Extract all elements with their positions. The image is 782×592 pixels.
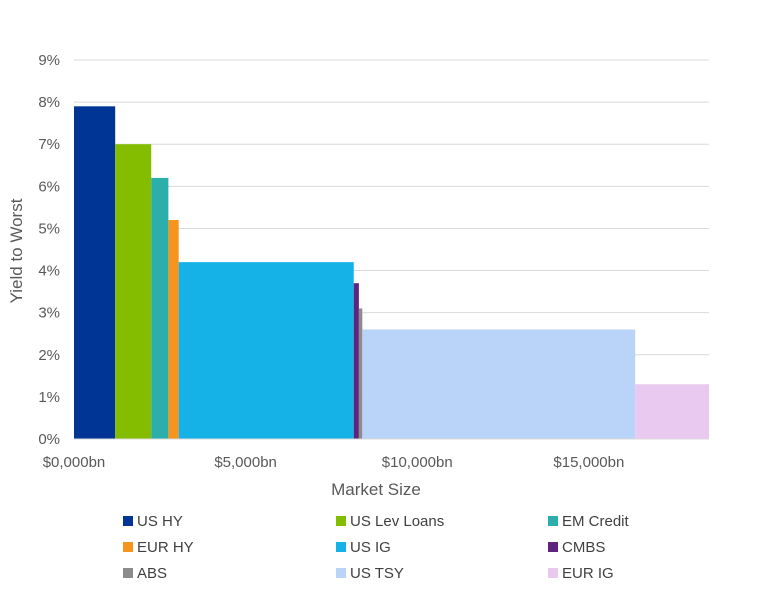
y-tick-label: 3% xyxy=(38,305,60,322)
y-axis-title: Yield to Worst xyxy=(7,198,26,303)
legend-label: EM Credit xyxy=(562,513,630,530)
bar-abs xyxy=(358,308,363,439)
y-tick-label: 8% xyxy=(38,94,60,111)
bar-cmbs xyxy=(353,283,359,439)
y-tick-label: 4% xyxy=(38,263,60,280)
legend-swatch xyxy=(123,516,133,526)
legend-label: US Lev Loans xyxy=(350,513,444,530)
bar-us-tsy xyxy=(362,329,636,439)
legend-swatch xyxy=(123,568,133,578)
legend-label: EUR HY xyxy=(137,539,194,556)
bar-us-ig xyxy=(178,262,354,439)
x-tick-label: $15,000bn xyxy=(553,454,624,471)
bar-eur-ig xyxy=(635,384,709,439)
y-tick-label: 5% xyxy=(38,220,60,237)
bar-em-credit xyxy=(151,177,169,439)
legend-swatch xyxy=(548,568,558,578)
legend-label: US IG xyxy=(350,539,391,556)
legend-label: EUR IG xyxy=(562,565,614,582)
legend-label: US HY xyxy=(137,513,183,530)
legend-label: US TSY xyxy=(350,565,404,582)
bar-us-hy xyxy=(74,106,116,440)
legend-swatch xyxy=(548,542,558,552)
x-tick-label: $5,000bn xyxy=(214,454,277,471)
legend-swatch xyxy=(336,516,346,526)
y-axis-ticks: 0% 1% 2% 3% 4% 5% 6% 7% 8% 9% xyxy=(38,52,60,448)
y-tick-label: 7% xyxy=(38,136,60,153)
legend-label: CMBS xyxy=(562,539,605,556)
x-axis-title: Market Size xyxy=(331,480,421,499)
legend-swatch xyxy=(548,516,558,526)
x-tick-label: $10,000bn xyxy=(382,454,453,471)
legend-label: ABS xyxy=(137,565,167,582)
y-tick-label: 1% xyxy=(38,389,60,406)
y-tick-label: 2% xyxy=(38,347,60,364)
y-tick-label: 9% xyxy=(38,52,60,69)
bar-eur-hy xyxy=(168,220,179,439)
legend-swatch xyxy=(336,542,346,552)
legend: US HY US Lev Loans EM Credit EUR HY US IG CMB… xyxy=(123,513,630,582)
bars xyxy=(74,106,709,440)
x-axis-ticks: $0,000bn $5,000bn $10,000bn $15,000bn xyxy=(43,438,709,471)
bar-us-lev-loans xyxy=(115,144,152,439)
x-tick-label: $0,000bn xyxy=(43,454,106,471)
y-tick-label: 6% xyxy=(38,178,60,195)
legend-swatch xyxy=(123,542,133,552)
legend-swatch xyxy=(336,568,346,578)
y-tick-label: 0% xyxy=(38,431,60,448)
